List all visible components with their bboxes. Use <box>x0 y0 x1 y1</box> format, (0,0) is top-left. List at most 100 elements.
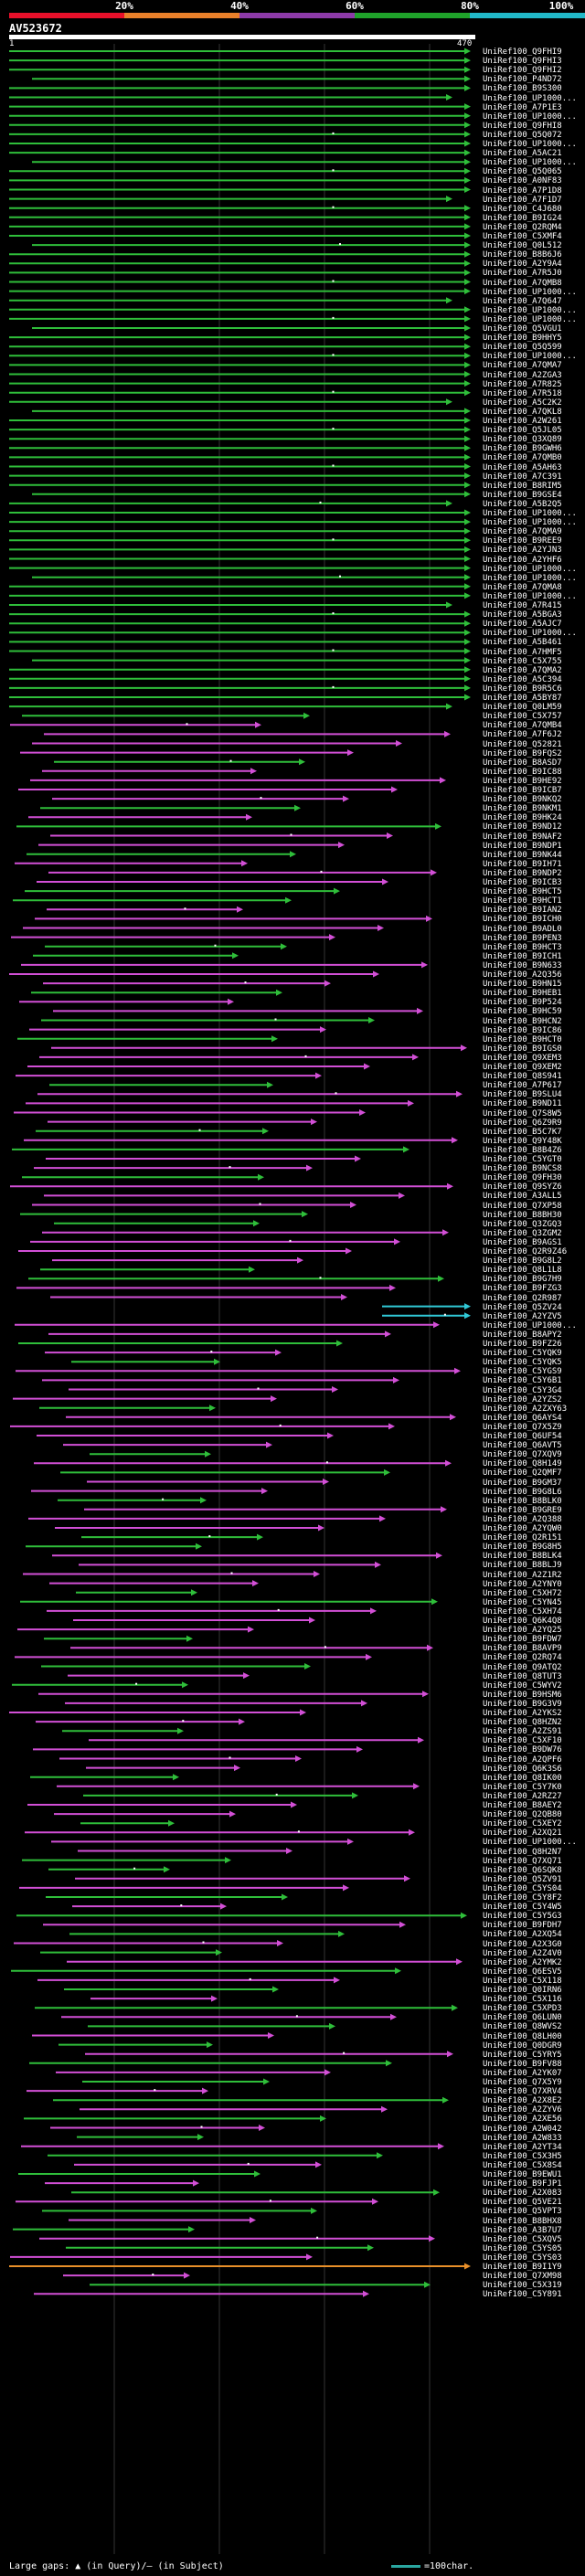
alignment-row[interactable] <box>32 491 471 498</box>
alignment-row[interactable] <box>9 223 471 230</box>
alignment-row[interactable] <box>9 48 471 55</box>
alignment-row[interactable] <box>9 380 471 387</box>
hit-label[interactable]: UniRef100_A7QMB8 <box>483 278 562 288</box>
alignment-row[interactable] <box>35 2004 458 2011</box>
alignment-row[interactable] <box>30 1238 400 1246</box>
hit-label[interactable]: UniRef100_A2YT34 <box>483 2142 562 2152</box>
hit-label[interactable]: UniRef100_A2YQW0 <box>483 1524 562 1533</box>
alignment-row[interactable] <box>9 509 471 516</box>
alignment-row[interactable] <box>86 1765 240 1772</box>
hit-label[interactable]: UniRef100_A5B461 <box>483 638 562 648</box>
hit-label[interactable]: UniRef100_Q3ZGM2 <box>483 1228 562 1238</box>
hit-label[interactable]: UniRef100_A2YZV5 <box>483 1311 562 1321</box>
alignment-row[interactable] <box>85 2051 453 2058</box>
alignment-row[interactable] <box>51 1044 467 1052</box>
hit-label[interactable]: UniRef100_Q0IRN6 <box>483 1986 562 1995</box>
alignment-row[interactable] <box>32 574 471 581</box>
alignment-row[interactable] <box>76 1589 197 1596</box>
hit-label[interactable]: UniRef100_C5XMF4 <box>483 232 562 241</box>
hit-label[interactable]: UniRef100_B9GWH6 <box>483 444 562 454</box>
alignment-row[interactable] <box>9 214 471 221</box>
hit-label[interactable]: UniRef100_Q0LM59 <box>483 703 562 713</box>
hit-label[interactable]: UniRef100_Q5Q065 <box>483 167 562 177</box>
hit-label[interactable]: UniRef100_C5YGT0 <box>483 1155 562 1164</box>
alignment-row[interactable] <box>58 1497 207 1504</box>
hit-label[interactable]: UniRef100_Q8WVS2 <box>483 2022 562 2032</box>
alignment-row[interactable] <box>9 620 471 627</box>
hit-label[interactable]: UniRef100_B9FJP1 <box>483 2179 562 2189</box>
hit-label[interactable]: UniRef100_B9HCN2 <box>483 1016 562 1026</box>
alignment-row[interactable] <box>88 2022 335 2030</box>
alignment-row[interactable] <box>49 1081 273 1088</box>
hit-label[interactable]: UniRef100_Q6UF54 <box>483 1432 562 1441</box>
hit-label[interactable]: UniRef100_B8APY2 <box>483 1330 562 1340</box>
hit-label[interactable]: UniRef100_B9G7H9 <box>483 1275 562 1285</box>
hit-label[interactable]: UniRef100_A5AH63 <box>483 462 562 472</box>
hit-label[interactable]: UniRef100_A5C394 <box>483 674 562 684</box>
hit-label[interactable]: UniRef100_Q9XEM3 <box>483 1053 562 1063</box>
alignment-row[interactable] <box>10 2253 313 2261</box>
hit-label[interactable]: UniRef100_A2ZS91 <box>483 1727 562 1737</box>
alignment-row[interactable] <box>44 730 451 737</box>
alignment-row[interactable] <box>32 75 471 82</box>
hit-label[interactable]: UniRef100_B9IG24 <box>483 213 562 223</box>
hit-label[interactable]: UniRef100_B9PEN3 <box>483 933 562 943</box>
alignment-row[interactable] <box>9 500 452 507</box>
hit-label[interactable]: UniRef100_B9IAN2 <box>483 906 562 916</box>
alignment-row[interactable] <box>9 186 471 193</box>
hit-label[interactable]: UniRef100_B9NKQ2 <box>483 795 562 805</box>
alignment-row[interactable] <box>42 768 257 775</box>
hit-label[interactable]: UniRef100_B9IH71 <box>483 859 562 869</box>
hit-label[interactable]: UniRef100_C5X8S4 <box>483 2160 562 2170</box>
alignment-row[interactable] <box>29 2060 392 2067</box>
hit-label[interactable]: UniRef100_C5XH74 <box>483 1606 562 1617</box>
hit-label[interactable]: UniRef100_Q2QB80 <box>483 1810 562 1820</box>
hit-label[interactable]: UniRef100_Q8H2N7 <box>483 1847 562 1857</box>
alignment-row[interactable] <box>68 1672 250 1680</box>
alignment-row[interactable] <box>47 906 243 913</box>
alignment-row[interactable] <box>16 822 441 830</box>
alignment-row[interactable] <box>9 334 471 341</box>
hit-label[interactable]: UniRef100_Q9FH30 <box>483 1173 562 1183</box>
alignment-row[interactable] <box>45 943 287 950</box>
alignment-row[interactable] <box>9 122 471 129</box>
alignment-row[interactable] <box>9 57 471 64</box>
alignment-row[interactable] <box>78 1848 292 1854</box>
alignment-row[interactable] <box>39 1054 419 1061</box>
hit-label[interactable]: UniRef100_Q6LUN0 <box>483 2013 562 2023</box>
hit-label[interactable]: UniRef100_A2Q388 <box>483 1514 562 1524</box>
hit-label[interactable]: UniRef100_A2YKS2 <box>483 1709 562 1718</box>
hit-label[interactable]: UniRef100_C5Y5G3 <box>483 1912 562 1922</box>
alignment-row[interactable] <box>28 1515 386 1522</box>
alignment-row[interactable] <box>50 1294 347 1300</box>
hit-label[interactable]: UniRef100_A7HMF5 <box>483 647 562 657</box>
alignment-row[interactable] <box>10 1182 453 1190</box>
alignment-row[interactable] <box>25 887 340 895</box>
hit-label[interactable]: UniRef100_A2ZGA3 <box>483 370 562 380</box>
hit-label[interactable]: UniRef100_B9G8L2 <box>483 1256 562 1267</box>
hit-label[interactable]: UniRef100_B9HSM6 <box>483 1690 562 1700</box>
hit-label[interactable]: UniRef100_Q5VE21 <box>483 2198 562 2208</box>
hit-label[interactable]: UniRef100_B8BH30 <box>483 1210 562 1220</box>
hit-label[interactable]: UniRef100_Q8IK00 <box>483 1773 562 1783</box>
hit-label[interactable]: UniRef100_Q7X5Z9 <box>483 1422 562 1432</box>
alignment-row[interactable] <box>37 1977 340 1984</box>
hit-label[interactable]: UniRef100_A7QMB4 <box>483 721 562 731</box>
alignment-row[interactable] <box>71 2189 440 2196</box>
hit-label[interactable]: UniRef100_C5X755 <box>483 656 562 666</box>
hit-label[interactable]: UniRef100_C5YN45 <box>483 1597 562 1607</box>
hit-label[interactable]: UniRef100_C5X116 <box>483 1995 562 2005</box>
alignment-row[interactable] <box>48 2152 383 2159</box>
hit-label[interactable]: UniRef100_B9P524 <box>483 998 562 1008</box>
alignment-row[interactable] <box>62 1727 184 1734</box>
alignment-row[interactable] <box>25 1829 415 1836</box>
hit-label[interactable]: UniRef100_B9NCS8 <box>483 1164 562 1174</box>
hit-label[interactable]: UniRef100_B9HCT0 <box>483 1034 562 1044</box>
hit-label[interactable]: UniRef100_Q6SQK8 <box>483 1865 562 1875</box>
alignment-row[interactable] <box>9 306 471 313</box>
alignment-row[interactable] <box>58 2041 213 2049</box>
alignment-row[interactable] <box>41 1663 311 1670</box>
alignment-row[interactable] <box>9 675 471 683</box>
hit-label[interactable]: UniRef100_B9IC88 <box>483 767 562 777</box>
hit-label[interactable]: UniRef100_B9ICH0 <box>483 915 562 925</box>
